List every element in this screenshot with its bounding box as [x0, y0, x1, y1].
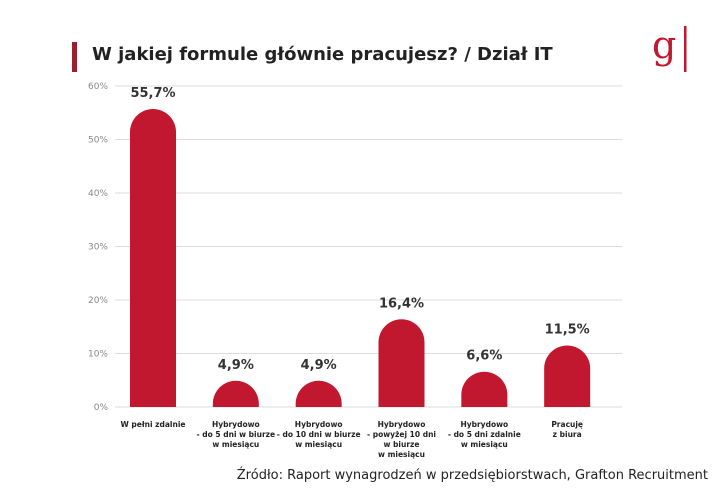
x-tick-label: z biura: [553, 430, 582, 439]
x-tick-label: Hybrydowo: [212, 420, 260, 429]
x-tick-label: w miesiącu: [461, 440, 508, 449]
y-tick-label: 0%: [94, 403, 109, 413]
x-tick-label: w biurze: [384, 440, 420, 449]
x-tick-label: - do 5 dni w biurze: [197, 430, 276, 439]
x-tick-label: w miesiącu: [378, 450, 425, 459]
y-tick-label: 30%: [88, 243, 108, 253]
y-tick-label: 60%: [88, 82, 108, 92]
y-tick-label: 40%: [88, 189, 108, 199]
bar: [378, 319, 425, 407]
x-tick-label: w miesiącu: [212, 440, 259, 449]
x-tick-label: - powyżej 10 dni: [367, 430, 436, 439]
x-tick-label: - do 5 dni zdalnie: [448, 430, 521, 439]
y-tick-label: 10%: [88, 350, 108, 360]
x-tick-label: Hybrydowo: [460, 420, 508, 429]
bar: [544, 345, 591, 407]
x-tick-label: Hybrydowo: [378, 420, 426, 429]
data-label: 11,5%: [545, 322, 590, 337]
x-tick-label: Hybrydowo: [295, 420, 343, 429]
logo-bar: [684, 26, 687, 72]
data-label: 4,9%: [301, 358, 337, 373]
bar: [130, 109, 176, 407]
bar: [461, 371, 508, 407]
x-tick-label: Pracuję: [551, 420, 583, 429]
data-label: 4,9%: [218, 358, 254, 373]
data-label: 55,7%: [130, 86, 175, 101]
y-tick-label: 20%: [88, 296, 108, 306]
data-label: 6,6%: [466, 349, 502, 364]
x-tick-label: - do 10 dni w biurze: [277, 430, 361, 439]
x-tick-label: w miesiącu: [295, 440, 342, 449]
x-tick-label: W pełni zdalnie: [120, 420, 185, 429]
y-tick-label: 50%: [88, 136, 108, 146]
bar: [295, 380, 342, 407]
title-accent-bar: [72, 42, 77, 72]
grafton-logo-icon: g: [652, 23, 687, 72]
chart-title: W jakiej formule głównie pracujesz? / Dz…: [92, 44, 553, 65]
data-label: 16,4%: [379, 296, 424, 311]
bar: [212, 380, 259, 407]
source-note: Źródło: Raport wynagrodzeń w przedsiębio…: [236, 468, 708, 483]
logo-letter: g: [652, 23, 676, 67]
